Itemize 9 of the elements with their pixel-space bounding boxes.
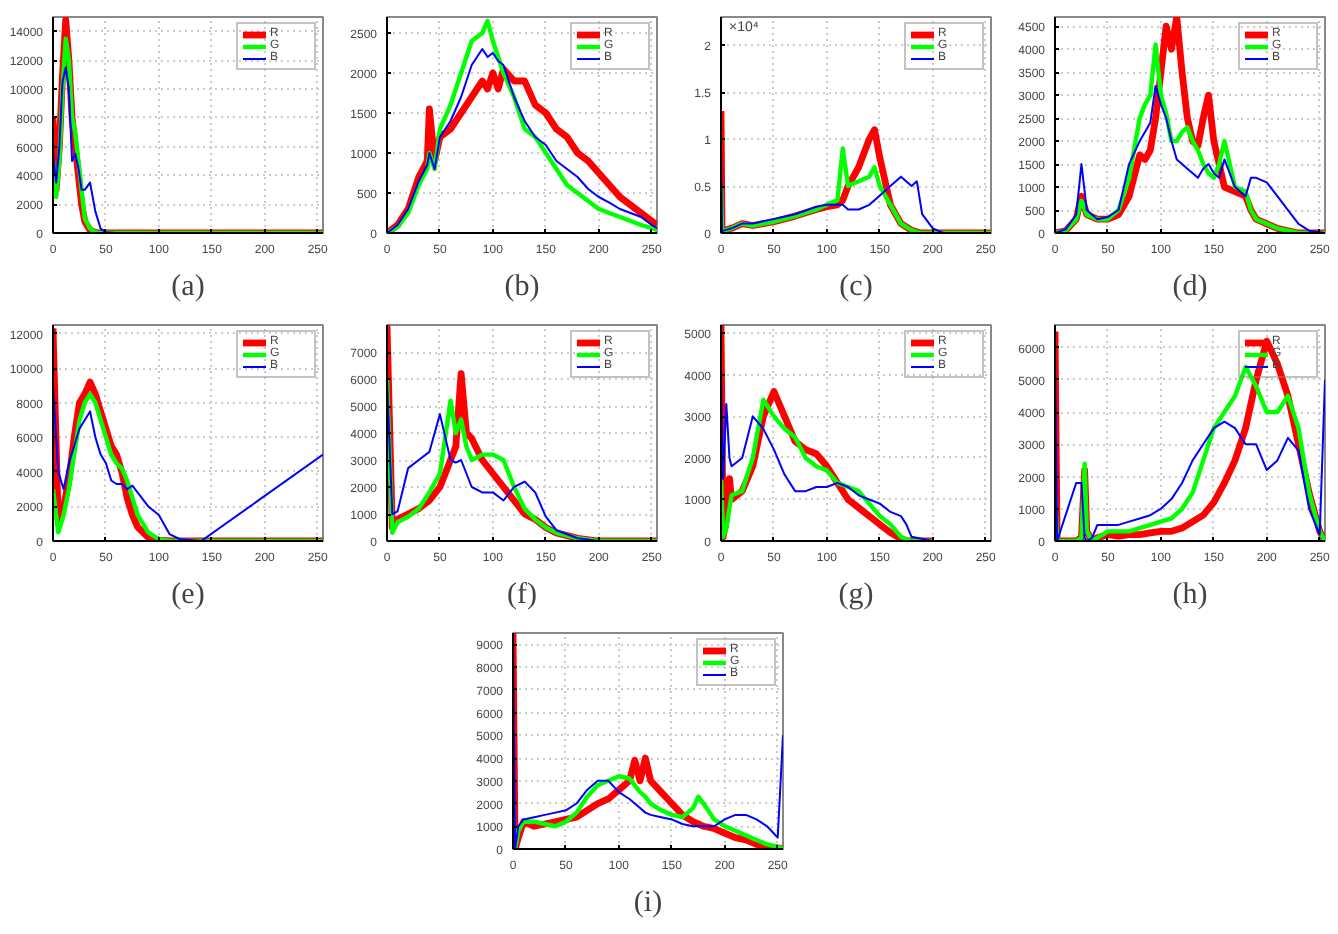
x-axis-title: (d) (1172, 271, 1208, 303)
x-axis-title: (c) (839, 271, 873, 303)
x-axis-title: (i) (633, 887, 663, 919)
x-axis-title: (a) (171, 271, 205, 303)
x-axis-title: (f) (507, 579, 538, 611)
x-axis-title: (h) (1172, 579, 1208, 611)
x-axis-title: (g) (838, 579, 874, 611)
x-axis-title: (b) (504, 271, 540, 303)
x-axis-title: (e) (171, 579, 205, 611)
